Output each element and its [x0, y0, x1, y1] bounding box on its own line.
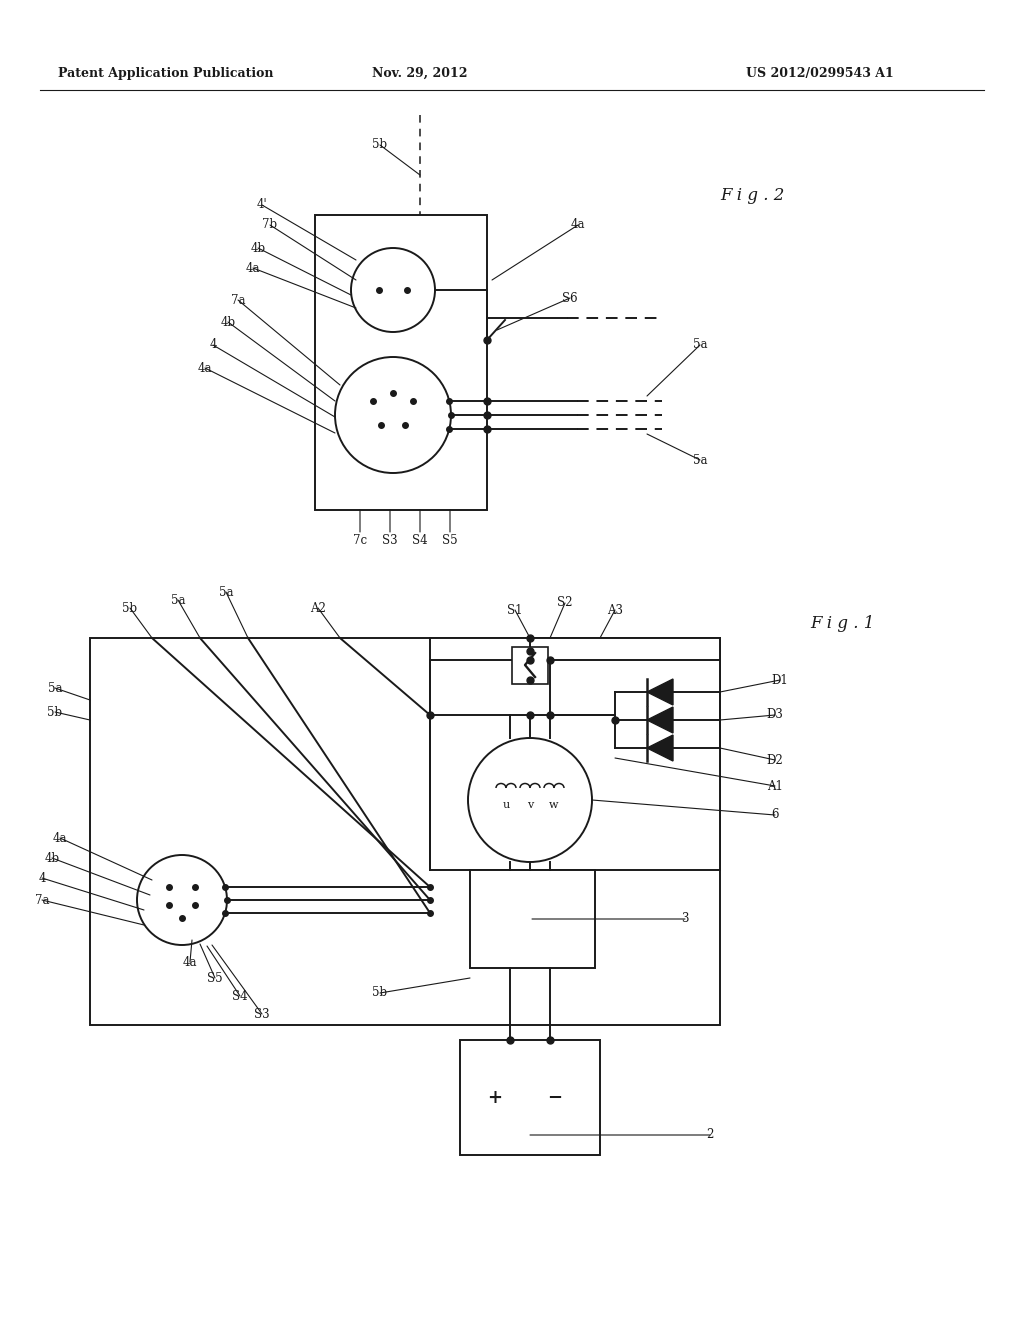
Text: F i g . 2: F i g . 2 — [720, 186, 784, 203]
Text: 4': 4' — [257, 198, 267, 211]
Text: US 2012/0299543 A1: US 2012/0299543 A1 — [746, 66, 894, 79]
Text: S4: S4 — [232, 990, 248, 1002]
Text: 7c: 7c — [353, 533, 367, 546]
Text: 4a: 4a — [53, 832, 68, 845]
Bar — [315, 215, 487, 510]
Bar — [90, 638, 720, 1026]
Text: 6: 6 — [771, 808, 778, 821]
Text: D1: D1 — [772, 673, 788, 686]
Text: A1: A1 — [767, 780, 783, 792]
Text: D3: D3 — [767, 709, 783, 722]
Text: 4a: 4a — [198, 362, 212, 375]
Text: w: w — [549, 800, 559, 810]
Text: u: u — [503, 800, 510, 810]
Text: 7b: 7b — [262, 219, 278, 231]
Text: 5a: 5a — [48, 681, 62, 694]
Text: A3: A3 — [607, 603, 623, 616]
Polygon shape — [647, 678, 673, 705]
Circle shape — [468, 738, 592, 862]
Text: 4b: 4b — [220, 315, 236, 329]
Text: D2: D2 — [767, 754, 783, 767]
Text: 3: 3 — [681, 912, 689, 925]
Text: 5a: 5a — [693, 454, 708, 466]
Bar — [430, 638, 720, 870]
Text: 4b: 4b — [251, 242, 265, 255]
Bar — [512, 647, 548, 684]
Text: F i g . 1: F i g . 1 — [810, 615, 874, 631]
Polygon shape — [647, 735, 673, 762]
Text: 2: 2 — [707, 1129, 714, 1142]
Text: S3: S3 — [382, 533, 397, 546]
Circle shape — [137, 855, 227, 945]
Text: 4a: 4a — [182, 956, 198, 969]
Text: 4a: 4a — [570, 219, 586, 231]
Text: A2: A2 — [310, 602, 326, 615]
Text: S1: S1 — [507, 603, 522, 616]
Text: 5b: 5b — [373, 139, 387, 152]
Text: 5a: 5a — [171, 594, 185, 606]
Polygon shape — [647, 708, 673, 733]
Circle shape — [351, 248, 435, 333]
Bar — [460, 1040, 600, 1155]
Text: 5a: 5a — [693, 338, 708, 351]
Text: Patent Application Publication: Patent Application Publication — [58, 66, 273, 79]
Text: Nov. 29, 2012: Nov. 29, 2012 — [373, 66, 468, 79]
Bar — [470, 870, 595, 968]
Text: S3: S3 — [254, 1007, 269, 1020]
Text: S4: S4 — [413, 533, 428, 546]
Text: v: v — [527, 800, 534, 810]
Text: S5: S5 — [442, 533, 458, 546]
Text: 5b: 5b — [123, 602, 137, 615]
Text: 5b: 5b — [47, 705, 62, 718]
Text: 7a: 7a — [230, 293, 246, 306]
Text: 7a: 7a — [35, 894, 49, 907]
Text: S2: S2 — [557, 597, 572, 610]
Text: 5a: 5a — [219, 586, 233, 598]
Text: 4: 4 — [209, 338, 217, 351]
Text: 4a: 4a — [246, 261, 260, 275]
Circle shape — [335, 356, 451, 473]
Text: −: − — [548, 1089, 562, 1107]
Text: 5b: 5b — [373, 986, 387, 999]
Text: 4: 4 — [38, 871, 46, 884]
Text: S6: S6 — [562, 292, 578, 305]
Text: +: + — [487, 1089, 503, 1107]
Text: S5: S5 — [207, 972, 223, 985]
Text: 4b: 4b — [44, 851, 59, 865]
